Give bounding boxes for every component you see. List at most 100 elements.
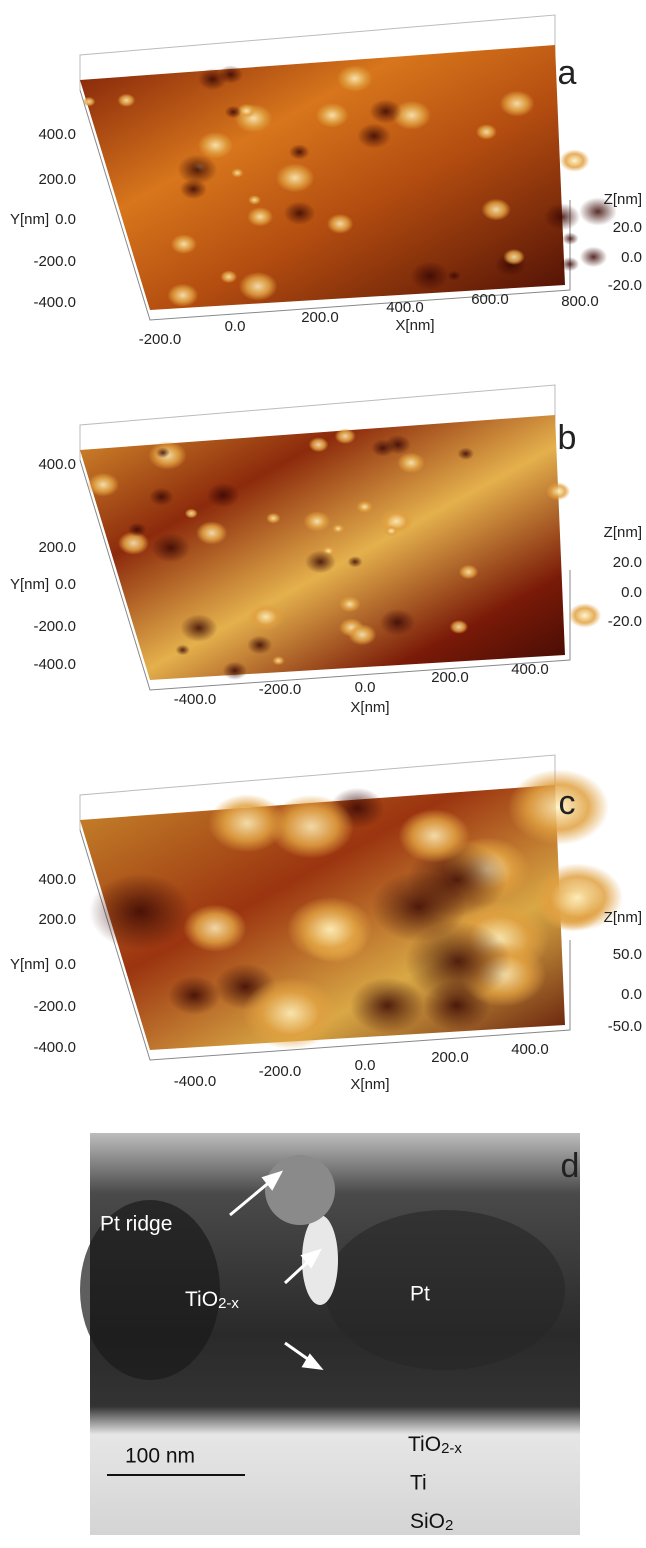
y-tick-label: 400.0 bbox=[38, 126, 76, 143]
surface-feature bbox=[198, 68, 227, 90]
surface-feature bbox=[247, 207, 273, 226]
surface-feature bbox=[350, 977, 425, 1033]
surface-feature bbox=[156, 447, 170, 458]
surface-feature bbox=[459, 565, 479, 580]
z-tick-label: -50.0 bbox=[608, 1018, 642, 1035]
surface-feature bbox=[476, 124, 497, 140]
panel-label: c bbox=[559, 784, 576, 822]
surface-feature bbox=[243, 977, 339, 1049]
surface-feature bbox=[269, 795, 354, 859]
axis-title: X[nm] bbox=[350, 1076, 389, 1093]
surface-feature bbox=[220, 270, 237, 283]
y-tick-label: 200.0 bbox=[38, 539, 76, 556]
z-tick-label: 20.0 bbox=[613, 554, 642, 571]
surface-feature bbox=[287, 897, 373, 961]
x-tick-label: -200.0 bbox=[139, 331, 182, 348]
x-tick-label: -200.0 bbox=[259, 681, 302, 698]
surface-feature bbox=[87, 473, 119, 497]
x-tick-label: 0.0 bbox=[225, 318, 246, 335]
axis-title: Y[nm] bbox=[10, 211, 49, 228]
y-tick-label: 200.0 bbox=[38, 911, 76, 928]
x-tick-label: 0.0 bbox=[355, 679, 376, 696]
surface-feature bbox=[151, 533, 190, 562]
panel-label: d bbox=[561, 1147, 580, 1185]
grain bbox=[265, 1155, 335, 1225]
surface-feature bbox=[207, 483, 240, 508]
surface-feature bbox=[149, 488, 174, 506]
surface-feature bbox=[177, 154, 217, 184]
surface-feature bbox=[128, 523, 146, 537]
surface-feature bbox=[304, 511, 331, 531]
y-tick-label: 0.0 bbox=[55, 576, 76, 593]
afm-panel: cY[nm]400.0200.00.0-200.0-400.0-400.0-20… bbox=[10, 755, 642, 1093]
surface-feature bbox=[503, 249, 524, 265]
surface-feature bbox=[544, 203, 580, 230]
surface-feature bbox=[357, 123, 391, 148]
surface bbox=[80, 45, 565, 310]
x-tick-label: 600.0 bbox=[471, 291, 509, 308]
surface-feature bbox=[399, 809, 470, 863]
surface-feature bbox=[272, 656, 284, 665]
axis-title: Y[nm] bbox=[10, 956, 49, 973]
x-tick-label: -400.0 bbox=[174, 1073, 217, 1090]
surface-feature bbox=[266, 513, 280, 524]
x-tick-label: -200.0 bbox=[259, 1063, 302, 1080]
surface-feature bbox=[185, 509, 198, 519]
surface-feature bbox=[248, 195, 261, 205]
y-tick-label: 400.0 bbox=[38, 456, 76, 473]
panel-label: a bbox=[558, 54, 577, 92]
surface-feature bbox=[560, 149, 590, 171]
y-tick-label: 400.0 bbox=[38, 871, 76, 888]
surface-feature bbox=[167, 284, 198, 307]
surface-feature bbox=[196, 521, 227, 544]
x-tick-label: 200.0 bbox=[431, 669, 469, 686]
x-tick-label: -400.0 bbox=[174, 691, 217, 708]
surface-feature bbox=[305, 550, 336, 573]
surface-feature bbox=[231, 168, 243, 177]
scale-label: 100 nm bbox=[125, 1445, 195, 1468]
surface-feature bbox=[410, 261, 449, 290]
surface-feature bbox=[332, 524, 344, 533]
x-tick-label: 200.0 bbox=[431, 1049, 469, 1066]
axis-title: Z[nm] bbox=[604, 524, 642, 541]
surface-feature bbox=[176, 645, 190, 656]
z-tick-label: 0.0 bbox=[621, 986, 642, 1003]
y-tick-label: 0.0 bbox=[55, 211, 76, 228]
axis-title: Z[nm] bbox=[604, 191, 642, 208]
z-tick-label: 0.0 bbox=[621, 584, 642, 601]
surface-feature bbox=[223, 662, 247, 680]
surface-feature bbox=[447, 271, 461, 281]
y-tick-label: -400.0 bbox=[33, 656, 76, 673]
surface-feature bbox=[335, 428, 356, 444]
surface-feature bbox=[117, 94, 135, 107]
surface-feature bbox=[356, 501, 372, 513]
surface-feature bbox=[225, 106, 242, 119]
surface-feature bbox=[171, 234, 197, 254]
figure: a Y[nm] 400.0 200.0 0.0 -200.0 -400.0 -200.0 0.0… bbox=[0, 0, 646, 1543]
surface-feature bbox=[560, 257, 579, 271]
surface-feature bbox=[405, 922, 511, 1001]
surface-feature bbox=[347, 556, 362, 567]
y-tick-label: -400.0 bbox=[33, 294, 76, 311]
afm-panel: aY[nm]400.0200.00.0-200.0-400.0-200.00.0… bbox=[10, 15, 642, 348]
grain bbox=[325, 1210, 565, 1370]
z-tick-label: -20.0 bbox=[608, 277, 642, 294]
panel-label: b bbox=[558, 419, 577, 457]
z-tick-label: 50.0 bbox=[613, 946, 642, 963]
surface-feature bbox=[500, 91, 535, 117]
surface-feature bbox=[83, 97, 96, 107]
y-tick-label: 0.0 bbox=[55, 956, 76, 973]
y-tick-label: 200.0 bbox=[38, 171, 76, 188]
surface-feature bbox=[546, 482, 570, 500]
surface-feature bbox=[380, 609, 416, 636]
surface-feature bbox=[248, 603, 284, 630]
surface-feature bbox=[89, 873, 191, 949]
annotation: Ti bbox=[410, 1472, 427, 1495]
surface-feature bbox=[180, 614, 217, 642]
axis-title: Z[nm] bbox=[604, 909, 642, 926]
tem-panel: d Pt ridge TiO2-x Pt TiO2-x Ti SiO2 100 … bbox=[80, 1133, 580, 1535]
surface-feature bbox=[309, 437, 329, 452]
surface-feature bbox=[183, 904, 246, 951]
surface-feature bbox=[384, 526, 399, 537]
surface-feature bbox=[316, 103, 349, 128]
